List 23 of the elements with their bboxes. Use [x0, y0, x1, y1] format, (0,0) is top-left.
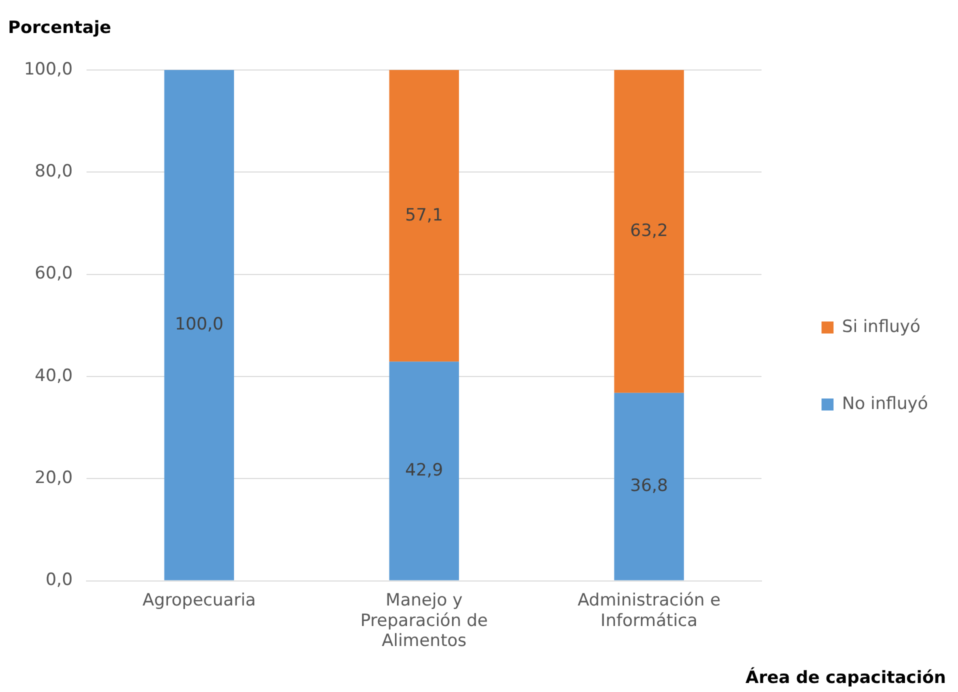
- data-label: 100,0: [174, 314, 224, 335]
- x-tick-label: Manejo y Preparación de Alimentos: [360, 590, 488, 652]
- bar: [389, 362, 459, 580]
- bar: [614, 392, 684, 580]
- y-tick-label: 100,0: [24, 59, 73, 80]
- y-tick-label: 60,0: [34, 264, 73, 284]
- data-label: 36,8: [630, 476, 668, 496]
- data-label: 42,9: [405, 460, 444, 480]
- x-tick-label: Administración e Informática: [578, 590, 721, 631]
- legend-label: Si influyó: [842, 316, 920, 337]
- legend-label: No influyó: [842, 394, 928, 414]
- bar: [164, 70, 234, 580]
- y-tick-label: 0,0: [46, 570, 73, 590]
- y-tick-label: 80,0: [34, 162, 73, 182]
- data-label: 57,1: [405, 205, 444, 226]
- y-tick-label: 40,0: [34, 366, 73, 386]
- data-label: 63,2: [630, 220, 668, 241]
- y-axis-title: Porcentaje: [8, 18, 112, 38]
- x-tick-label: Agropecuaria: [142, 590, 256, 610]
- bar: [614, 70, 684, 393]
- bar: [389, 70, 459, 362]
- y-tick-label: 20,0: [34, 468, 73, 488]
- x-axis-title: Área de capacitación: [746, 668, 946, 688]
